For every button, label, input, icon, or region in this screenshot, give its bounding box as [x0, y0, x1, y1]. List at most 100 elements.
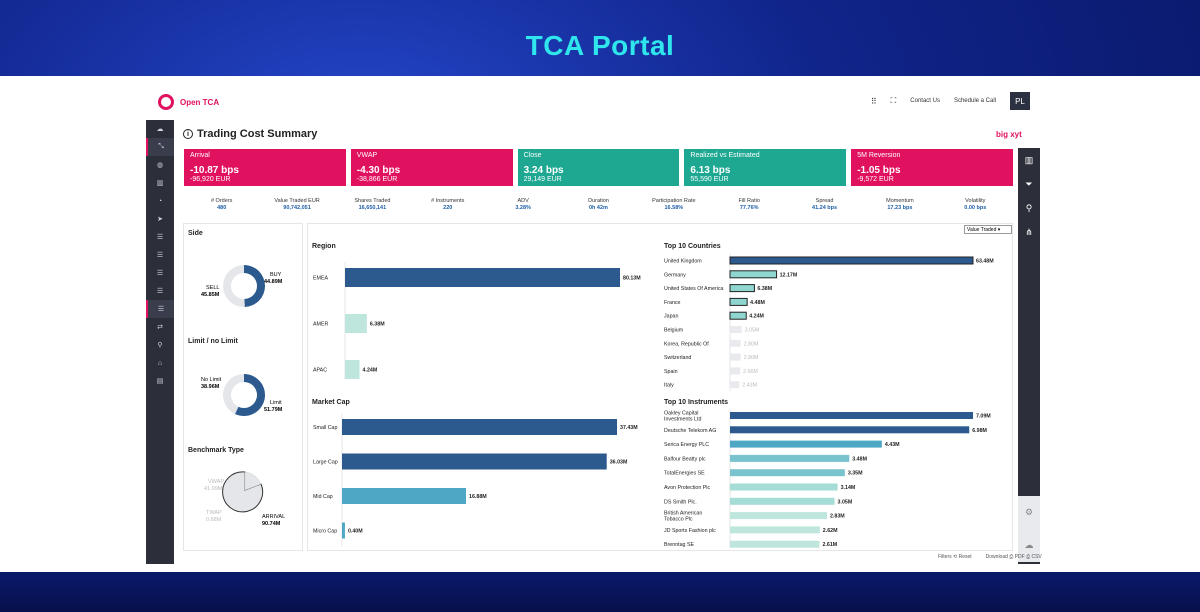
- stat-item: Duration 0h 42m: [561, 198, 636, 211]
- stat-value: 16,650,141: [358, 205, 387, 211]
- avatar[interactable]: PL: [1010, 92, 1030, 110]
- kpi-card[interactable]: VWAP -4.30 bps -38,866 EUR: [350, 149, 513, 186]
- sidebar-summary-icon[interactable]: ⤡: [146, 138, 174, 156]
- stat-label: Shares Traded: [354, 198, 391, 204]
- stat-item: Value Traded EUR 90,742,051: [259, 198, 334, 211]
- page-title: i Trading Cost Summary: [183, 128, 317, 140]
- limit-title: Limit / no Limit: [188, 338, 238, 345]
- kpi-card[interactable]: Arrival -10.87 bps -96,920 EUR: [184, 149, 346, 186]
- sidebar-swap-icon[interactable]: ⇄: [157, 324, 163, 331]
- schedule-call-link[interactable]: Schedule a Call: [953, 98, 996, 104]
- stat-item: Spread 41.24 bps: [787, 198, 862, 211]
- apps-grid-icon[interactable]: ⠿: [870, 96, 877, 106]
- page-title-text: Trading Cost Summary: [197, 128, 318, 140]
- trend-search-icon[interactable]: ⚲: [1025, 202, 1033, 213]
- background-bottom: [0, 567, 1200, 612]
- kpi-sub: 29,149 EUR: [523, 176, 562, 183]
- stat-item: Momentum 17.23 bps: [862, 198, 937, 211]
- kpi-card[interactable]: Realized vs Estimated 6.13 bps 55,590 EU…: [684, 149, 847, 186]
- metric-select[interactable]: Value Traded ▾: [964, 225, 1012, 234]
- stat-item: # Orders 480: [184, 198, 259, 211]
- kpi-title: Arrival: [190, 152, 210, 159]
- arrival-label: ARRIVAL: [262, 514, 285, 520]
- fullscreen-icon[interactable]: ⛶: [890, 96, 897, 105]
- limit-label: Limit: [270, 400, 282, 406]
- arrival-value: 90.74M: [262, 521, 281, 527]
- sidebar-list5-icon[interactable]: ☰: [146, 300, 174, 318]
- twap-value: 0.68M: [206, 517, 222, 523]
- sidebar-list4-icon[interactable]: ☰: [156, 288, 164, 295]
- share-icon[interactable]: ⋔: [1025, 226, 1033, 237]
- limit-donut-light-slice[interactable]: [222, 374, 244, 414]
- sidebar-table-icon[interactable]: ▤: [156, 378, 164, 385]
- stat-label: Value Traded EUR: [274, 198, 320, 204]
- info-icon[interactable]: i: [183, 129, 193, 139]
- stat-value: 0.00 bps: [964, 205, 987, 211]
- benchmark-title: Benchmark Type: [188, 447, 244, 454]
- side-title: Side: [188, 230, 203, 237]
- sidebar-globe-icon[interactable]: ◍: [156, 162, 164, 169]
- logo-text: Open TCA: [180, 97, 220, 107]
- kpi-value: 6.13 bps: [690, 165, 731, 176]
- stat-label: # Orders: [210, 198, 233, 204]
- sidebar-list2-icon[interactable]: ☰: [156, 252, 164, 259]
- stat-label: # Instruments: [431, 198, 465, 204]
- sidebar-list3-icon[interactable]: ☰: [156, 270, 164, 277]
- filter-icon[interactable]: ⏷: [1025, 178, 1033, 189]
- app-window: Open TCA ⠿ ⛶ Contact Us Schedule a Call …: [0, 76, 1200, 572]
- side-buy-label: BUY: [270, 272, 282, 278]
- kpi-card[interactable]: 5M Reversion -1.05 bps -9,572 EUR: [851, 149, 1013, 186]
- sidebar-search-icon[interactable]: ⚲: [157, 342, 163, 349]
- sidebar-list-icon[interactable]: ☰: [156, 234, 164, 241]
- stat-label: Momentum: [886, 198, 914, 204]
- right-toolbar: ▥ ⏷ ⚲ ⋔: [1018, 148, 1040, 564]
- stat-item: # Instruments 220: [410, 198, 485, 211]
- stat-item: ADV 3.28%: [485, 198, 560, 211]
- side-donut-dark-slice[interactable]: [244, 265, 266, 307]
- contact-us-link[interactable]: Contact Us: [910, 98, 940, 104]
- filters-reset[interactable]: Filters ⟲ Reset: [938, 554, 972, 560]
- bar-chart-icon[interactable]: ▥: [1024, 154, 1034, 165]
- brand-logo: big xyt: [996, 130, 1022, 139]
- logo-icon: [158, 94, 174, 110]
- side-donut-light-slice[interactable]: [223, 265, 245, 307]
- pie-charts: BUY 44.89M SELL 45.85M No Limit 38.96M L…: [201, 265, 285, 527]
- download-actions[interactable]: Download ⎙ PDF ⎙ CSV: [985, 554, 1042, 560]
- side-donut: [223, 265, 266, 307]
- kpi-sub: -38,866 EUR: [356, 176, 398, 183]
- top-nav: ⠿ ⛶ Contact Us Schedule a Call PL: [871, 92, 1030, 110]
- stat-item: Volatility 0.00 bps: [938, 198, 1013, 211]
- footer-actions: Filters ⟲ Reset Download ⎙ PDF ⎙ CSV: [938, 554, 1042, 560]
- settings-gear-icon[interactable]: ⚙: [1024, 507, 1034, 517]
- kpi-card[interactable]: Close 3.24 bps 29,149 EUR: [517, 149, 680, 186]
- stat-label: Duration: [588, 198, 609, 204]
- banner-title: TCA Portal: [525, 30, 675, 61]
- stat-label: ADV: [517, 198, 529, 204]
- stat-label: Fill Ratio: [738, 198, 760, 204]
- nolimit-value: 38.96M: [201, 384, 220, 390]
- sidebar-gauge-icon[interactable]: ◔: [157, 197, 163, 205]
- vwap-label: VWAP: [208, 479, 224, 485]
- kpi-value: -4.30 bps: [356, 165, 401, 176]
- limit-donut-dark-slice[interactable]: [234, 374, 265, 416]
- sidebar-send-icon[interactable]: ➤: [157, 216, 163, 223]
- kpi-value: -10.87 bps: [190, 165, 239, 176]
- stat-label: Spread: [815, 198, 834, 204]
- left-sidebar: ☁ ⤡ ◍ ▥ ◔ ➤ ☰ ☰ ☰ ☰ ☰ ⇄ ⚲ ⌂ ▤: [146, 120, 174, 564]
- sidebar-home-icon[interactable]: ☁: [156, 126, 164, 133]
- kpi-title: Realized vs Estimated: [690, 152, 760, 159]
- stat-value: 41.24 bps: [812, 205, 838, 211]
- stat-value: 90,742,051: [283, 205, 311, 211]
- kpi-sub: -96,920 EUR: [190, 176, 231, 183]
- sidebar-chart-icon[interactable]: ▥: [156, 180, 164, 187]
- benchmark-vwap-slice: [244, 471, 262, 491]
- cloud-icon[interactable]: ☁: [1024, 540, 1034, 550]
- kpi-title: Close: [523, 152, 542, 159]
- limit-donut: [222, 374, 265, 416]
- stats-row: # Orders 480 Value Traded EUR 90,742,051 S…: [184, 198, 1013, 211]
- app-logo[interactable]: Open TCA: [158, 94, 219, 110]
- sidebar-bank-icon[interactable]: ⌂: [157, 359, 163, 367]
- stat-label: Volatility: [965, 198, 986, 204]
- stat-value: 0h 42m: [588, 205, 608, 211]
- kpi-sub: -9,572 EUR: [857, 176, 894, 183]
